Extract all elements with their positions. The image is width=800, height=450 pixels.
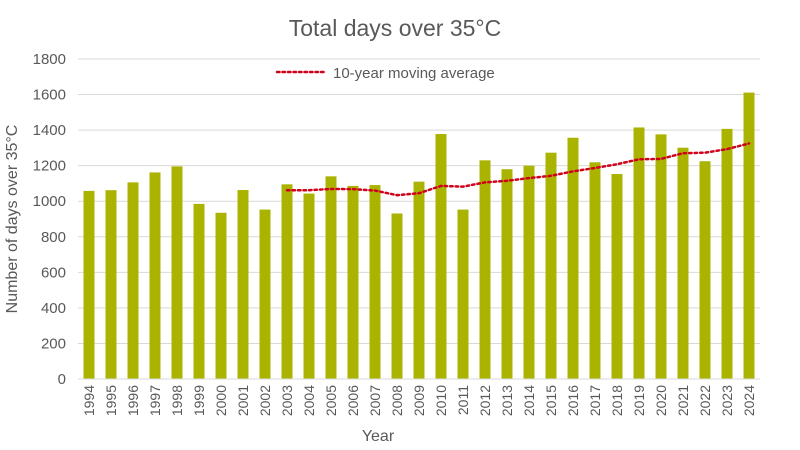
bar-2020 xyxy=(655,134,667,379)
bar-2002 xyxy=(259,209,271,379)
bar-2024 xyxy=(743,92,755,379)
y-tick-label: 0 xyxy=(58,371,66,388)
bar-2007 xyxy=(369,185,381,379)
x-tick-label: 2023 xyxy=(719,385,735,416)
legend: 10-year moving average xyxy=(275,65,495,82)
x-tick-label: 2001 xyxy=(235,385,251,416)
x-tick-label: 2016 xyxy=(565,385,581,416)
bar-2017 xyxy=(589,162,601,379)
y-tick-label: 1400 xyxy=(33,122,66,139)
x-tick-label: 2017 xyxy=(587,385,603,416)
bar-1997 xyxy=(149,172,161,379)
bar-2005 xyxy=(325,176,337,379)
x-tick-label: 2013 xyxy=(499,385,515,416)
bar-2014 xyxy=(523,165,535,379)
x-tick-label: 2007 xyxy=(367,385,383,416)
bar-1995 xyxy=(105,190,117,379)
y-axis-ticks: 0 200 400 600 800 1000 1200 1400 1600 1800 xyxy=(33,51,66,388)
x-tick-label: 1998 xyxy=(169,385,185,416)
bar-1999 xyxy=(193,203,205,379)
x-tick-label: 2004 xyxy=(301,385,317,416)
chart-title: Total days over 35°C xyxy=(289,15,501,41)
x-tick-label: 2022 xyxy=(697,385,713,416)
bar-1996 xyxy=(127,182,139,379)
x-tick-label: 1996 xyxy=(125,385,141,416)
x-tick-label: 2003 xyxy=(279,385,295,416)
bar-2003 xyxy=(281,184,293,379)
x-tick-label: 2019 xyxy=(631,385,647,416)
y-tick-label: 200 xyxy=(41,335,66,352)
x-tick-label: 2002 xyxy=(257,385,273,416)
x-tick-label: 2011 xyxy=(455,385,471,415)
bar-2016 xyxy=(567,137,579,379)
moving-average-line xyxy=(285,142,751,197)
x-tick-label: 2015 xyxy=(543,385,559,416)
x-tick-label: 1999 xyxy=(191,385,207,416)
x-tick-label: 2020 xyxy=(653,385,669,416)
bar-2021 xyxy=(677,147,689,379)
bar-2022 xyxy=(699,161,711,379)
y-tick-label: 800 xyxy=(41,229,66,246)
bar-2019 xyxy=(633,127,645,379)
bar-2004 xyxy=(303,193,315,379)
x-tick-label: 2000 xyxy=(213,385,229,416)
x-tick-label: 2006 xyxy=(345,385,361,416)
bar-2015 xyxy=(545,152,557,379)
bar-2023 xyxy=(721,128,733,379)
bar-2006 xyxy=(347,185,359,379)
x-tick-label: 2009 xyxy=(411,385,427,416)
bar-2008 xyxy=(391,213,403,379)
legend-label-moving-average: 10-year moving average xyxy=(333,65,495,82)
y-tick-label: 1600 xyxy=(33,87,66,104)
bar-2013 xyxy=(501,169,513,379)
x-tick-label: 1997 xyxy=(147,385,163,416)
y-tick-label: 1200 xyxy=(33,158,66,175)
x-tick-label: 2005 xyxy=(323,385,339,416)
bar-2010 xyxy=(435,134,447,379)
x-tick-label: 2010 xyxy=(433,385,449,416)
y-tick-label: 600 xyxy=(41,264,66,281)
bar-2009 xyxy=(413,181,425,379)
bar-2012 xyxy=(479,160,491,379)
bar-2018 xyxy=(611,174,623,379)
x-tick-label: 2024 xyxy=(741,385,757,416)
x-tick-label: 2014 xyxy=(521,385,537,416)
x-axis-label: Year xyxy=(362,428,395,445)
y-tick-label: 1800 xyxy=(33,51,66,68)
y-tick-label: 1000 xyxy=(33,193,66,210)
bar-2000 xyxy=(215,212,227,379)
y-axis-label: Number of days over 35°C xyxy=(4,125,21,314)
x-tick-label: 2018 xyxy=(609,385,625,416)
bar-2001 xyxy=(237,190,249,379)
bars xyxy=(83,92,755,379)
x-axis-ticks: 1994 1995 1996 1997 1998 1999 2000 2001 2002 2003… xyxy=(81,385,757,416)
x-tick-label: 2021 xyxy=(675,385,691,416)
x-tick-label: 2008 xyxy=(389,385,405,416)
bar-2011 xyxy=(457,209,469,379)
x-tick-label: 2012 xyxy=(477,385,493,416)
moving-average-series xyxy=(285,142,751,197)
bar-1998 xyxy=(171,166,183,379)
y-tick-label: 400 xyxy=(41,300,66,317)
x-tick-label: 1994 xyxy=(81,385,97,416)
x-tick-label: 1995 xyxy=(103,385,119,416)
bar-1994 xyxy=(83,190,95,379)
